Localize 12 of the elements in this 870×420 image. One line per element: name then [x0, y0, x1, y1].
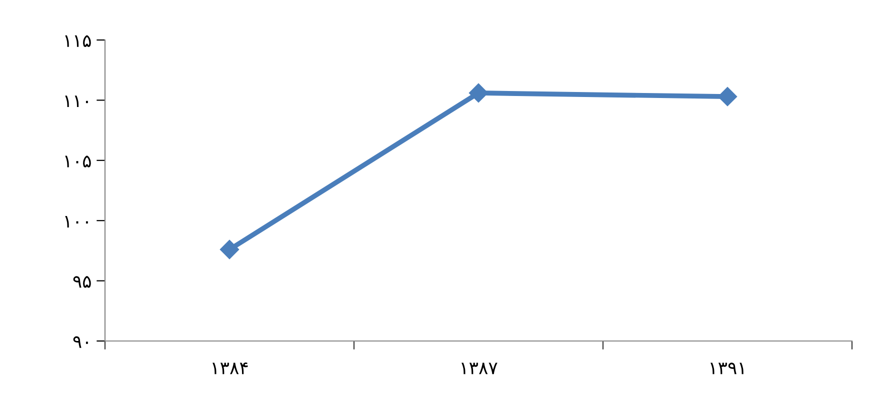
y-tick-label: ۱۰۰: [65, 216, 88, 228]
y-tick-label: ۱۰۵: [65, 156, 91, 168]
y-tick-label: ۹۵: [73, 276, 91, 288]
x-tick-label: ۱۳۸۴: [212, 362, 248, 374]
point: [718, 87, 738, 106]
point: [468, 83, 488, 103]
point: [220, 240, 240, 260]
x-tick-label: ۱۳۸۷: [462, 362, 498, 374]
x-tick-label: ۱۳۹۱: [710, 362, 744, 374]
y-tick-label: ۹۰: [73, 336, 88, 348]
y-tick-label: ۱۱۰: [65, 96, 88, 108]
y-tick-label: ۱۱۵: [65, 35, 91, 47]
